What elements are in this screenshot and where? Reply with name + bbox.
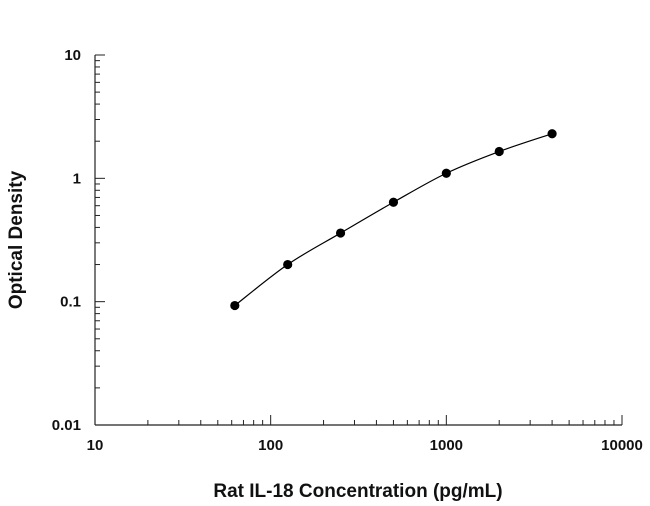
y-axis-title: Optical Density [6,170,27,309]
ticks-layer [94,54,623,426]
data-point [547,129,557,139]
data-point [441,168,451,178]
y-tick-label: 0.01 [52,417,81,434]
x-tick-label: 10000 [601,437,643,454]
x-axis-title: Rat IL-18 Concentration (pg/mL) [213,481,502,502]
data-point [283,259,293,270]
y-tick-label: 1 [73,170,81,187]
data-point [335,228,346,238]
x-tick-label: 100 [258,437,283,454]
x-tick-label: 1000 [430,437,463,454]
fit-curve-line [234,133,553,307]
y-tick-label: 10 [64,47,81,64]
points-layer [230,129,557,311]
data-point [494,146,504,157]
data-point [230,300,240,311]
data-point [388,197,399,207]
x-tick-label: 10 [87,437,104,454]
tick-labels-layer: 10 100 1000 10000 0.01 0.1 1 10 [52,47,643,454]
y-tick-label: 0.1 [60,294,81,311]
